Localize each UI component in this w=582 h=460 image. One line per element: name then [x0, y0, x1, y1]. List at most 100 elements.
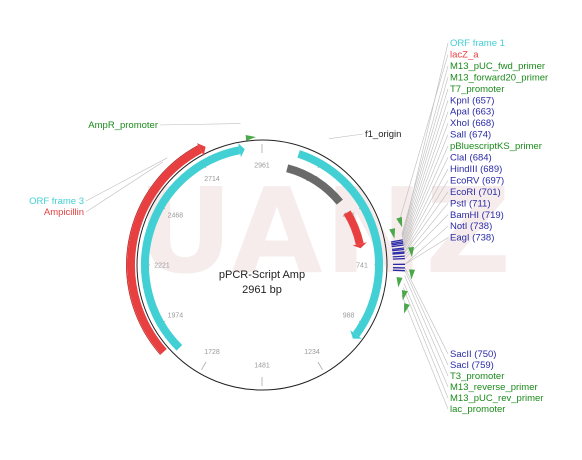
label-saci-759: SacI (759) [450, 360, 494, 371]
label-xhoi-668: XhoI (668) [450, 118, 494, 129]
site-tick [392, 251, 405, 254]
feature-arrow [245, 134, 256, 141]
label-m13-puc-fwd-primer: M13_pUC_fwd_primer [450, 61, 545, 72]
leader-line [403, 145, 449, 247]
feature-arrow [396, 216, 403, 228]
label-noti-738: NotI (738) [450, 221, 492, 232]
orf-frame-1-arc [297, 150, 383, 337]
label-eagi-738: EagI (738) [450, 233, 494, 244]
leader-line [404, 275, 449, 377]
label-m13-forward20-primer: M13_forward20_primer [450, 72, 548, 83]
leader-line [402, 111, 449, 242]
leader-line [85, 161, 164, 213]
leader-line [404, 270, 449, 366]
tick-label: 2221 [154, 263, 170, 270]
orf-frame-3-arc [141, 146, 241, 351]
feature-labels: ORF frame 1lacZ_aM13_pUC_fwd_primerM13_f… [29, 38, 548, 415]
tick-label: 1974 [168, 313, 184, 320]
leader-line [402, 100, 449, 240]
site-tick [391, 247, 405, 251]
leader-line [85, 157, 168, 202]
plasmid-size: 2961 bp [242, 284, 282, 296]
leader-line [403, 134, 449, 246]
label-sacii-750: SacII (750) [450, 349, 496, 360]
backbone-circle [136, 139, 388, 391]
leader-line [404, 267, 449, 355]
tick-label: 741 [356, 263, 368, 270]
orf-frame-1-arrowhead [350, 330, 362, 339]
label-bamhi-719: BamHI (719) [450, 210, 504, 221]
label-pbluescriptks-primer: pBluescriptKS_primer [450, 141, 542, 152]
backbone [136, 139, 388, 391]
label-hindiii-689: HindIII (689) [450, 164, 502, 175]
restriction-sites [390, 239, 406, 272]
ampicillin-edge [126, 145, 199, 355]
feature-arrow [404, 303, 410, 314]
label-ampr-promoter: AmpR_promoter [88, 120, 158, 131]
leader-line [404, 225, 449, 265]
feature-arrow [396, 277, 403, 288]
leader-line [401, 65, 449, 235]
lacz-a-arc [343, 210, 364, 245]
tick-label: 2961 [254, 163, 270, 170]
leader-line [401, 294, 449, 410]
orf-frame-3-arrowhead [238, 143, 245, 158]
label-apai-663: ApaI (663) [450, 107, 494, 118]
tick-label: 2714 [204, 176, 220, 183]
leader-line [329, 133, 364, 139]
leader-line [402, 88, 449, 238]
label-f1-origin: f1_origin [365, 129, 401, 140]
tick-mark [317, 361, 323, 370]
tick-label: 988 [343, 313, 355, 320]
lacz-a-arrowhead [352, 242, 367, 249]
label-psti-711: PstI (711) [450, 198, 490, 209]
site-tick [392, 248, 405, 252]
leader-line [404, 191, 449, 254]
label-ampicillin: Ampicillin [44, 207, 84, 218]
label-lac-promoter: lac_promoter [450, 404, 505, 415]
site-tick [392, 257, 405, 260]
tick-label: 1234 [304, 349, 320, 356]
label-clai-684: ClaI (684) [450, 153, 492, 164]
label-t7-promoter: T7_promoter [450, 84, 504, 95]
label-orf-frame-1: ORF frame 1 [450, 38, 505, 49]
tick-mark [201, 361, 207, 370]
site-tick [391, 242, 404, 246]
ampicillin-arc [127, 145, 203, 355]
tick-label: 1728 [204, 349, 220, 356]
leader-line [403, 282, 449, 388]
leader-line [402, 287, 449, 399]
label-ecorv-697: EcoRV (697) [450, 175, 504, 186]
site-tick [391, 241, 404, 245]
leader-line [401, 77, 449, 237]
tick-label: 2468 [168, 213, 184, 220]
label-ecori-701: EcoRI (701) [450, 187, 501, 198]
feature-arrow [409, 269, 416, 280]
label-orf-frame-3: ORF frame 3 [29, 196, 84, 207]
label-kpni-657: KpnI (657) [450, 95, 494, 106]
tick-label: 1481 [254, 363, 270, 370]
feature-arrow [401, 289, 408, 301]
site-tick [391, 244, 404, 248]
site-tick [392, 252, 405, 255]
feature-arrow [408, 246, 415, 258]
ampicillin-arrowhead [196, 143, 206, 156]
leader-line [403, 157, 449, 249]
leader-line [398, 54, 449, 224]
site-tick [390, 239, 403, 243]
plasmid-name: pPCR-Script Amp [219, 269, 305, 281]
f1-origin-arc [286, 164, 343, 205]
label-m13-reverse-primer: M13_reverse_primer [450, 382, 538, 393]
leader-line [403, 123, 449, 244]
leader-line [159, 123, 241, 126]
feature-arrows [245, 134, 416, 314]
leader-line [404, 237, 449, 265]
label-sali-674: SalI (674) [450, 130, 491, 141]
label-lacz-a: lacZ_a [450, 49, 479, 60]
feature-arrow [389, 228, 396, 239]
label-t3-promoter: T3_promoter [450, 371, 504, 382]
leader-lines [85, 42, 449, 410]
leader-line [404, 180, 449, 253]
feature-arcs [126, 143, 383, 355]
